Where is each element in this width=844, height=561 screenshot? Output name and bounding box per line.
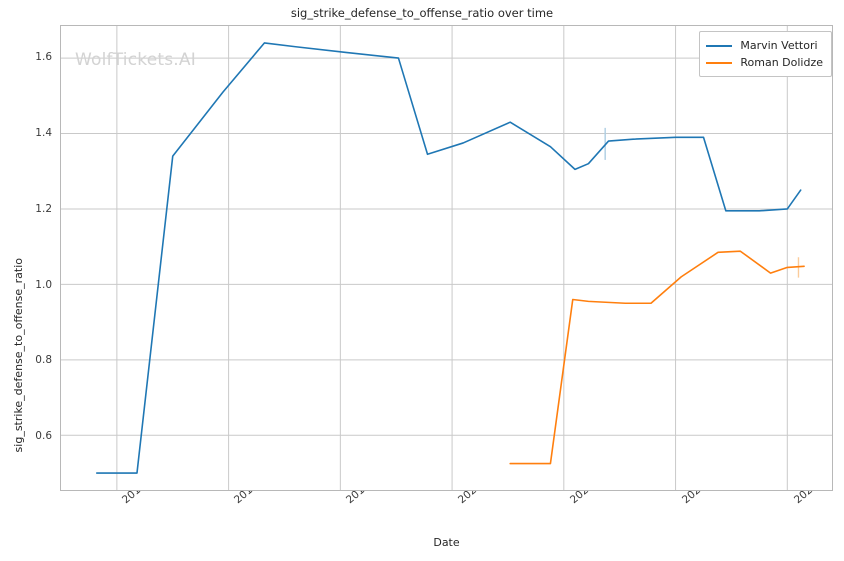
y-axis-tick-labels: 0.6 0.8 1.0 1.2 1.4 1.6 <box>0 0 52 561</box>
x-axis-label: Date <box>433 536 460 549</box>
legend-label: Roman Dolidze <box>740 56 823 69</box>
chart-legend[interactable]: Marvin Vettori Roman Dolidze <box>699 31 832 77</box>
y-tick-label: 1.6 <box>35 51 52 64</box>
chart-title: sig_strike_defense_to_offense_ratio over… <box>290 6 554 20</box>
y-tick-label: 0.6 <box>35 430 52 443</box>
series-line <box>95 42 802 474</box>
y-tick-label: 0.8 <box>35 354 52 367</box>
watermark-text: WolfTickets.AI <box>75 50 196 70</box>
y-tick-label: 1.0 <box>35 278 52 291</box>
y-tick-label: 1.2 <box>35 202 52 215</box>
watermark-layer: WolfTickets.AI <box>61 26 832 490</box>
series-line <box>509 250 805 465</box>
legend-item[interactable]: Marvin Vettori <box>706 37 823 54</box>
data-series-layer <box>95 42 805 474</box>
plot-area: WolfTickets.AI <box>60 25 833 491</box>
legend-color-swatch <box>706 44 733 47</box>
legend-color-swatch <box>706 61 733 64</box>
y-tick-label: 1.4 <box>35 126 52 139</box>
legend-item[interactable]: Roman Dolidze <box>706 54 823 71</box>
legend-label: Marvin Vettori <box>740 39 818 52</box>
